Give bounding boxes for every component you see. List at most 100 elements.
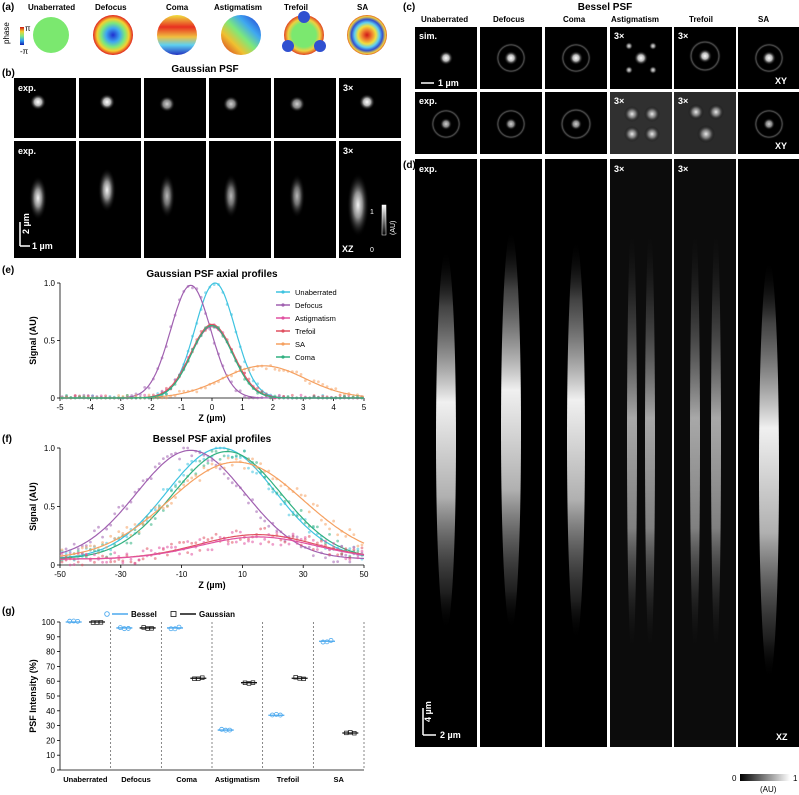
data-point-sa [160, 396, 164, 400]
y-tick-label: 0.5 [44, 503, 56, 512]
bessel-psf-title: Bessel PSF [578, 2, 632, 13]
data-point-unaberrated [226, 454, 230, 458]
data-point-defocus [191, 286, 194, 290]
a-header-unaberrated: Unaberrated [28, 3, 75, 12]
data-point-sa [60, 548, 64, 552]
gaussian-data-point [94, 620, 100, 625]
data-point-sa [251, 457, 254, 461]
d-3x-trefoil: 3× [678, 164, 688, 174]
category-label: Trefoil [277, 775, 300, 784]
category-label: SA [333, 775, 344, 784]
data-point-astigmatism [105, 560, 109, 564]
bessel-data-point [324, 639, 330, 645]
data-point-trefoil [344, 547, 348, 551]
y-tick-label: 0 [51, 561, 56, 570]
data-point-astigmatism [230, 531, 234, 534]
y-tick-label: 0.5 [44, 337, 56, 346]
fit-line-astigmatism [60, 536, 365, 560]
data-point-defocus [125, 507, 129, 511]
c-scale-label: 1 µm [438, 78, 459, 88]
data-point-unaberrated [307, 530, 311, 534]
data-point-defocus [344, 553, 348, 557]
data-point-defocus [149, 477, 153, 480]
gaussian-data-point [192, 676, 197, 681]
x-tick-label: -4 [87, 403, 95, 412]
data-point-sa [89, 544, 92, 548]
data-point-unaberrated [64, 551, 68, 555]
data-point-trefoil [104, 394, 107, 398]
data-point-coma [161, 509, 165, 512]
gaussian-data-point [344, 730, 349, 736]
data-point-sa [338, 393, 342, 397]
data-point-defocus [263, 519, 267, 523]
data-point-defocus [157, 462, 161, 466]
chart-e-gaussian-profiles: Gaussian PSF axial profiles -5 -4 -3 -2 -1 0 1 2… [28, 269, 367, 423]
legend-marker-gaussian [170, 611, 177, 617]
data-point-defocus [336, 560, 340, 564]
data-point-sa [247, 458, 250, 462]
gaussian-data-point [301, 676, 306, 682]
gaussian-data-point [293, 675, 298, 680]
x-tick-label: 4 [331, 403, 336, 412]
data-point-astigmatism [113, 551, 117, 555]
c-exp-3x-astig: 3× [614, 96, 624, 106]
data-point-astigmatism [218, 535, 222, 539]
data-point-coma [97, 548, 100, 552]
data-point-defocus [121, 504, 125, 508]
data-point-sa [247, 368, 251, 372]
fit-line-unaberrated [59, 447, 365, 559]
data-point-sa [321, 383, 325, 386]
data-point-astigmatism [279, 543, 283, 547]
data-point-sa [101, 541, 104, 544]
data-point-sa [279, 484, 283, 488]
data-point-astigmatism [60, 552, 64, 556]
data-point-astigmatism [275, 531, 279, 535]
data-point-trefoil [332, 545, 335, 549]
d-scale-h-label: 2 µm [440, 730, 461, 740]
data-point-defocus [182, 446, 186, 450]
legend-marker-sa [281, 342, 285, 346]
d-3x-astig: 3× [614, 164, 624, 174]
legend-label-trefoil: Trefoil [295, 327, 316, 336]
data-point-astigmatism [149, 549, 153, 552]
data-point-astigmatism [271, 542, 275, 546]
fit-line-astigmatism [60, 326, 364, 399]
data-point-unaberrated [161, 488, 165, 491]
data-point-coma [129, 541, 133, 545]
data-point-astigmatism [125, 552, 129, 556]
data-point-trefoil [178, 541, 181, 544]
phase-colorbar [20, 27, 24, 45]
data-point-trefoil [73, 394, 77, 398]
data-point-astigmatism [99, 394, 103, 398]
data-point-trefoil [210, 536, 214, 540]
data-point-astigmatism [277, 393, 281, 397]
data-point-sa [161, 506, 165, 510]
data-point-astigmatism [348, 558, 352, 561]
data-point-defocus [141, 479, 145, 483]
data-point-sa [166, 505, 169, 509]
data-point-sa [336, 533, 340, 537]
data-point-astigmatism [238, 530, 242, 534]
data-point-astigmatism [166, 545, 169, 549]
data-point-defocus [210, 458, 214, 462]
data-point-trefoil [315, 541, 319, 545]
data-point-astigmatism [340, 545, 344, 548]
data-point-sa [348, 528, 352, 531]
data-point-sa [125, 526, 129, 529]
data-point-trefoil [170, 542, 173, 546]
data-point-trefoil [290, 393, 294, 397]
c-sim-3x-trefoil: 3× [678, 31, 688, 41]
legend-marker-defocus [281, 303, 285, 307]
chart-g-ylabel: PSF Intensity (%) [28, 659, 38, 733]
data-point-sa [277, 368, 281, 372]
data-point-sa [117, 394, 121, 397]
gaussian-data-point [352, 731, 357, 736]
legend-marker-trefoil [281, 329, 285, 333]
bessel-data-point [219, 726, 225, 732]
data-point-defocus [178, 457, 181, 461]
data-point-astigmatism [117, 554, 121, 558]
data-point-defocus [202, 453, 206, 457]
gaussian-data-point [196, 676, 201, 681]
data-point-sa [174, 496, 177, 499]
